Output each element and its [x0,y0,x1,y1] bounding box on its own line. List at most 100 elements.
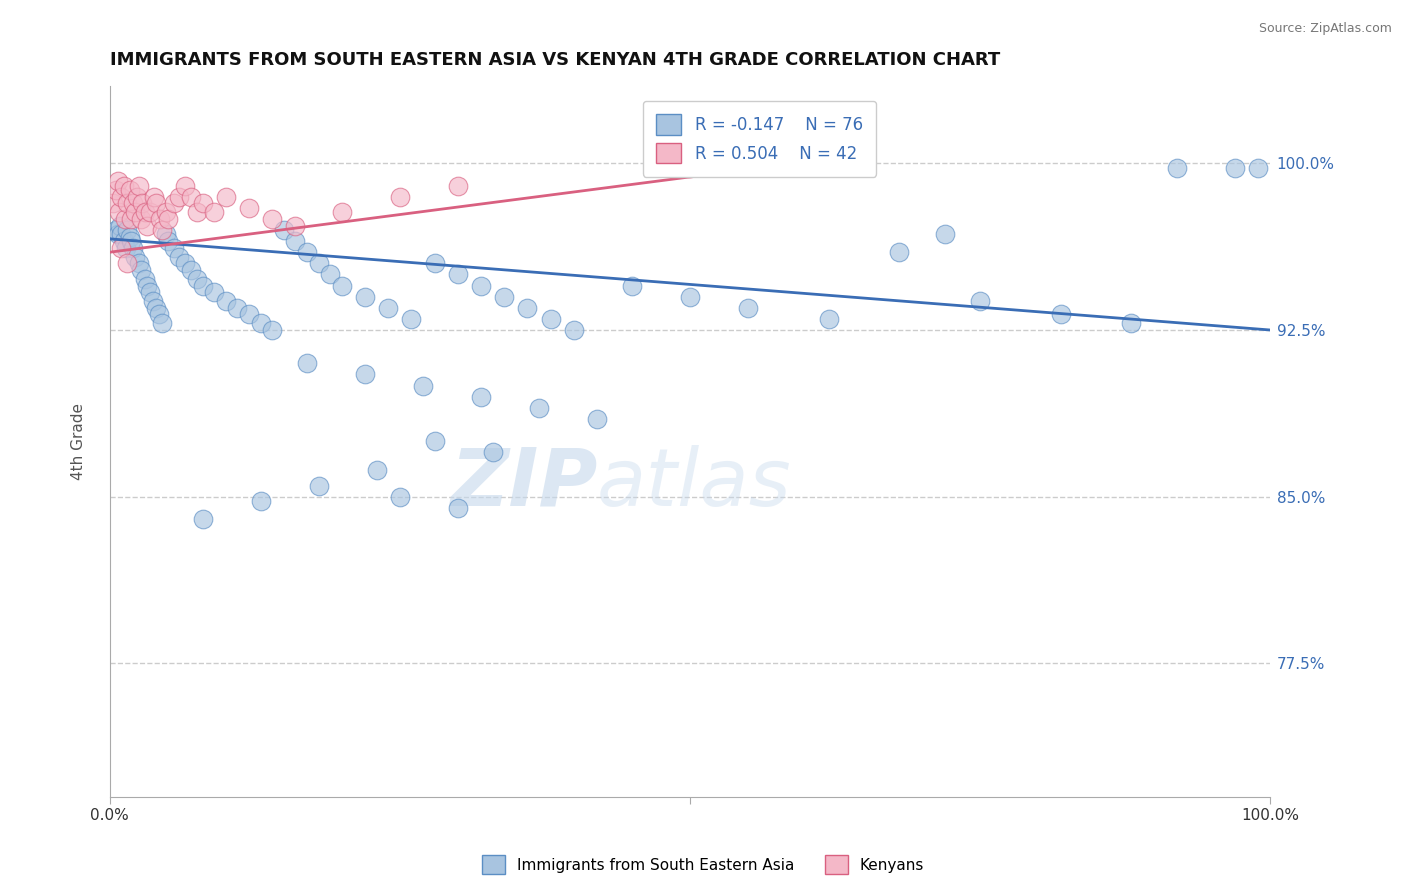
Point [112,178,135,193]
Point [354,290,377,304]
Point [148,307,170,321]
Point [110,219,132,233]
Point [262,211,284,226]
Point [191,196,214,211]
Point [191,278,214,293]
Point [174,256,197,270]
Point [122,241,145,255]
Point [180,189,202,203]
Point [679,290,702,304]
Point [118,183,141,197]
Point [1050,307,1073,321]
Point [887,245,910,260]
Point [104,183,127,197]
Point [481,445,503,459]
Point [128,178,150,193]
Point [401,311,423,326]
Point [120,234,142,248]
Point [107,227,129,242]
Point [586,412,609,426]
Point [163,196,186,211]
Point [169,189,191,203]
Point [1247,161,1270,175]
Point [118,229,141,244]
Point [129,211,152,226]
Point [104,223,127,237]
Point [1166,161,1188,175]
Text: IMMIGRANTS FROM SOUTH EASTERN ASIA VS KENYAN 4TH GRADE CORRELATION CHART: IMMIGRANTS FROM SOUTH EASTERN ASIA VS KE… [110,51,1000,69]
Point [186,205,208,219]
Point [129,263,152,277]
Point [470,390,492,404]
Point [354,368,377,382]
Point [388,490,411,504]
Point [516,301,538,315]
Legend: Immigrants from South Eastern Asia, Kenyans: Immigrants from South Eastern Asia, Keny… [475,849,931,880]
Text: atlas: atlas [598,445,792,523]
Point [412,378,434,392]
Point [494,290,516,304]
Point [284,219,307,233]
Point [249,494,271,508]
Point [423,434,446,448]
Point [969,294,991,309]
Point [124,205,146,219]
Point [108,205,131,219]
Point [156,211,179,226]
Point [134,205,156,219]
Point [114,211,136,226]
Point [562,323,585,337]
Point [284,234,307,248]
Point [180,263,202,277]
Point [527,401,550,415]
Point [191,512,214,526]
Point [377,301,399,315]
Point [447,500,470,515]
Point [186,272,208,286]
Point [330,278,353,293]
Text: Source: ZipAtlas.com: Source: ZipAtlas.com [1258,22,1392,36]
Point [142,294,165,309]
Point [366,463,388,477]
Point [447,178,470,193]
Point [128,256,150,270]
Point [934,227,956,242]
Point [470,278,492,293]
Point [818,311,841,326]
Point [103,196,125,211]
Point [145,196,167,211]
Point [134,272,156,286]
Point [262,323,284,337]
Point [540,311,562,326]
Point [174,178,197,193]
Point [112,234,135,248]
Point [155,205,177,219]
Point [620,278,643,293]
Point [238,201,260,215]
Point [122,196,145,211]
Point [142,189,165,203]
Point [202,285,225,300]
Point [238,307,260,321]
Point [295,245,318,260]
Point [249,316,271,330]
Point [125,189,148,203]
Point [1223,161,1246,175]
Point [150,316,173,330]
Point [319,268,342,282]
Point [124,250,146,264]
Point [110,227,132,242]
Point [131,196,153,211]
Y-axis label: 4th Grade: 4th Grade [72,402,86,480]
Point [447,268,470,282]
Point [202,205,225,219]
Point [273,223,295,237]
Point [136,219,159,233]
Point [679,161,702,175]
Point [150,223,173,237]
Point [737,301,759,315]
Point [156,234,179,248]
Legend: R = -0.147    N = 76, R = 0.504    N = 42: R = -0.147 N = 76, R = 0.504 N = 42 [643,101,876,177]
Point [139,205,162,219]
Point [330,205,353,219]
